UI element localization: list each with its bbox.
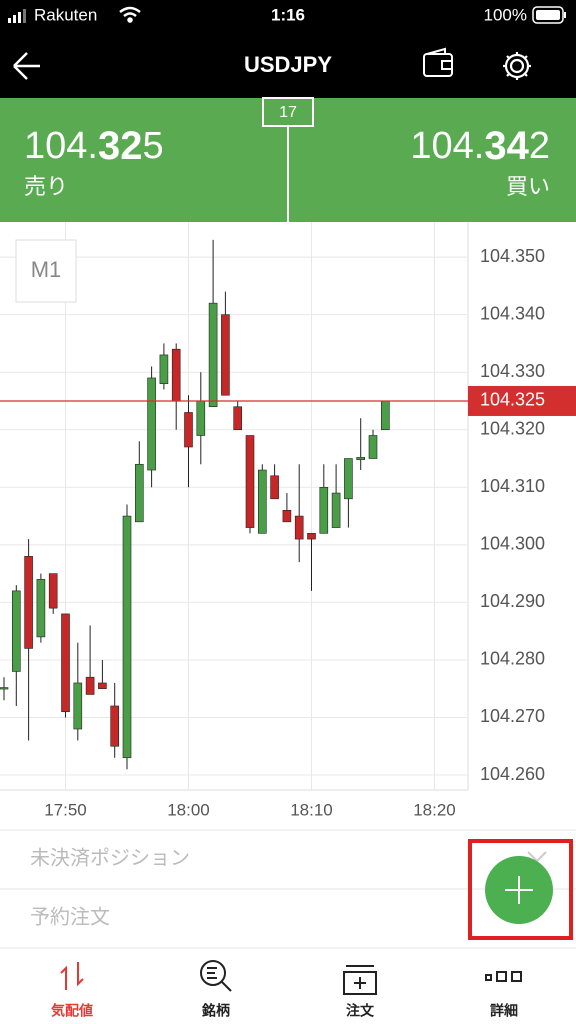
candle-body: [122, 515, 132, 759]
y-tick-label: 104.310: [480, 476, 545, 496]
candle-body: [159, 354, 169, 385]
spread-box: [262, 97, 314, 127]
tab-quotes[interactable]: 気配値: [51, 962, 93, 1019]
timeframe-box[interactable]: [15, 239, 77, 303]
y-tick-label: 104.290: [480, 591, 545, 611]
signal-icon: [8, 9, 26, 23]
back-button[interactable]: [13, 52, 40, 80]
tab-label: 銘柄: [201, 1003, 230, 1019]
chevron: [527, 851, 547, 863]
candle-body: [98, 682, 107, 690]
battery-icon: [532, 6, 566, 24]
candle-body: [0, 687, 9, 690]
candle-body: [368, 435, 378, 459]
ask-label: 買い: [506, 174, 550, 199]
candle-body: [356, 457, 366, 460]
y-tick-label: 104.330: [480, 361, 545, 381]
candle-body: [233, 406, 242, 431]
carrier: Rakuten: [34, 5, 97, 24]
tab-order[interactable]: 注文: [343, 965, 377, 1019]
tab-label: 詳細: [490, 1003, 518, 1019]
y-tick-label: 104.350: [480, 246, 545, 266]
candle-body: [208, 302, 218, 408]
candle-body: [85, 676, 95, 695]
chart: 104.260 104.270 104.280 104.290 104.300 104.3…: [0, 222, 576, 819]
settings-button[interactable]: [503, 52, 531, 80]
bid-suffix: 5: [142, 125, 163, 167]
bid-price[interactable]: 104.325: [24, 124, 164, 168]
clock: 1:16: [271, 5, 305, 24]
orders-row[interactable]: 予約注文: [30, 905, 110, 928]
tab-details[interactable]: 詳細: [485, 971, 522, 1019]
ask-prefix: 104.: [410, 125, 484, 167]
candle-body: [12, 590, 21, 672]
top-bar: [0, 0, 576, 98]
candle-body: [344, 458, 353, 500]
tab-symbols[interactable]: 銘柄: [200, 960, 232, 1019]
candle-body: [221, 314, 230, 396]
bid-label: 売り: [24, 174, 68, 199]
candle-body: [270, 475, 279, 500]
candle-body: [319, 486, 329, 534]
y-tick-label: 104.260: [480, 764, 545, 784]
ask-price[interactable]: 104.342: [410, 124, 550, 168]
ask-big: 34: [484, 124, 529, 168]
candle-body: [61, 613, 70, 713]
candle-body: [171, 348, 181, 402]
last-price-label: 104.325: [480, 390, 545, 410]
wallet-button[interactable]: [423, 47, 453, 77]
candle-body: [380, 400, 390, 431]
ask-suffix: 2: [529, 125, 550, 167]
y-tick-label: 104.270: [480, 706, 545, 726]
x-tick-label: 18:00: [167, 800, 210, 819]
positions-row[interactable]: 未決済ポジション: [30, 846, 190, 869]
bid-big: 32: [98, 124, 143, 168]
y-tick-label: 104.320: [480, 418, 545, 438]
candle-body: [110, 705, 119, 747]
bid-prefix: 104.: [24, 125, 98, 167]
y-tick-label: 104.300: [480, 534, 545, 554]
candle-body: [24, 556, 33, 649]
last-price-tag: [468, 385, 576, 416]
y-tick-label: 104.280: [480, 649, 545, 669]
candle-body: [48, 573, 58, 609]
candle-body: [257, 469, 267, 534]
wifi-icon: [119, 6, 141, 23]
x-tick-label: 18:20: [413, 800, 456, 819]
candle-body: [196, 400, 206, 436]
candle-body: [331, 492, 341, 528]
candle-body: [294, 515, 304, 540]
x-tick-label: 18:10: [290, 800, 333, 819]
tab-label: 注文: [346, 1003, 375, 1019]
highlight-box: [468, 839, 573, 940]
add-icon: [505, 876, 533, 904]
page-title: USDJPY: [244, 52, 332, 77]
candle-body: [36, 579, 46, 638]
candle-body: [73, 682, 83, 730]
candle-body: [135, 463, 144, 523]
candle-body: [184, 412, 193, 448]
battery-text: 100%: [484, 5, 527, 24]
candle-body: [147, 377, 156, 471]
x-tick-label: 17:50: [44, 800, 87, 819]
tab-label: 気配値: [51, 1003, 93, 1019]
timeframe: M1: [31, 257, 62, 282]
candle-body: [282, 510, 292, 523]
candle-body: [307, 533, 316, 540]
candle-body: [245, 435, 255, 528]
y-tick-label: 104.340: [480, 303, 545, 323]
spread: 17: [279, 104, 297, 121]
